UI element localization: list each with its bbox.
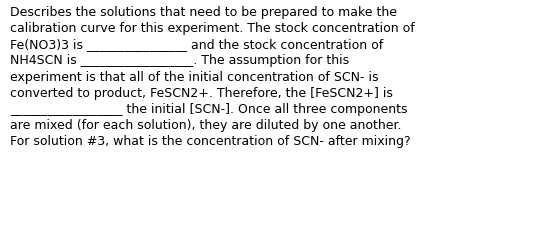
- Text: Describes the solutions that need to be prepared to make the
calibration curve f: Describes the solutions that need to be …: [10, 6, 415, 148]
